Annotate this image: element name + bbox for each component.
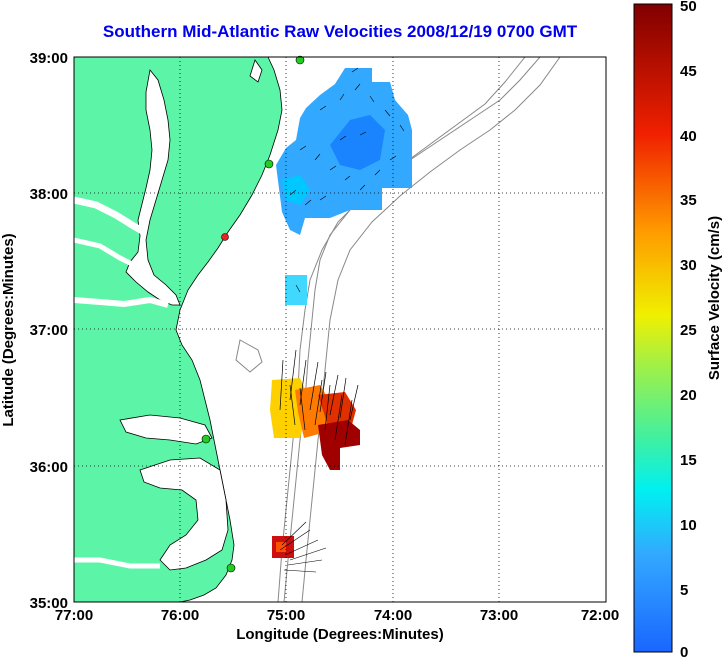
bathymetry-contours — [235, 57, 561, 602]
y-tick-label: 35:00 — [30, 595, 68, 612]
river-rappahannock — [74, 237, 138, 269]
colorbar-tick-label: 25 — [680, 322, 697, 339]
river-neuse — [74, 557, 160, 569]
colorbar — [633, 3, 673, 653]
radar-stations — [201, 55, 305, 573]
x-axis-label: Longitude (Degrees:Minutes) — [236, 626, 444, 643]
delaware-bay — [249, 59, 263, 83]
colorbar-label: Surface Velocity (cm/s) — [706, 216, 723, 380]
river-potomac — [74, 196, 146, 236]
colorbar-tick-label: 35 — [680, 192, 697, 209]
colorbar-tick-label: 45 — [680, 63, 697, 80]
colorbar-tick-label: 0 — [680, 644, 688, 659]
colorbar-ticks: 50 45 40 35 30 25 20 15 10 5 0 — [680, 0, 697, 659]
station-marker — [201, 434, 211, 444]
y-tick-label: 37:00 — [30, 322, 68, 339]
station-marker-offline — [221, 233, 229, 241]
colorbar-tick-label: 30 — [680, 257, 697, 274]
x-tick-label: 73:00 — [480, 607, 518, 624]
x-tick-label: 74:00 — [374, 607, 412, 624]
station-marker — [295, 55, 305, 65]
x-tick-label: 72:00 — [581, 607, 619, 624]
y-axis-ticks: 39:00 38:00 37:00 36:00 35:00 — [30, 50, 68, 612]
velocity-field-southern — [270, 349, 360, 470]
station-marker — [264, 159, 274, 169]
x-tick-label: 76:00 — [161, 607, 199, 624]
y-tick-label: 38:00 — [30, 186, 68, 203]
colorbar-tick-label: 10 — [680, 517, 697, 534]
x-axis-ticks: 77:00 76:00 75:00 74:00 73:00 72:00 — [55, 607, 619, 624]
colorbar-tick-label: 50 — [680, 0, 697, 15]
colorbar-tick-label: 20 — [680, 387, 697, 404]
plot-frame — [73, 56, 607, 603]
y-axis-label: Latitude (Degrees:Minutes) — [0, 233, 17, 426]
velocity-field-hatteras — [272, 521, 327, 573]
y-tick-label: 39:00 — [30, 50, 68, 67]
colorbar-tick-label: 40 — [680, 128, 697, 145]
chart-title: Southern Mid-Atlantic Raw Velocities 200… — [102, 22, 578, 41]
y-tick-label: 36:00 — [30, 459, 68, 476]
colorbar-tick-label: 5 — [680, 582, 688, 599]
grid-lines — [74, 57, 606, 602]
x-tick-label: 75:00 — [267, 607, 305, 624]
river-james — [74, 296, 169, 308]
x-tick-label: 77:00 — [55, 607, 93, 624]
colorbar-tick-label: 15 — [680, 452, 697, 469]
station-marker — [226, 563, 236, 573]
pamlico-sound — [139, 457, 229, 571]
